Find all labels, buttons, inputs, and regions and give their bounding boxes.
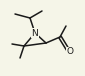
Text: O: O bbox=[66, 48, 74, 56]
Text: N: N bbox=[32, 28, 38, 37]
